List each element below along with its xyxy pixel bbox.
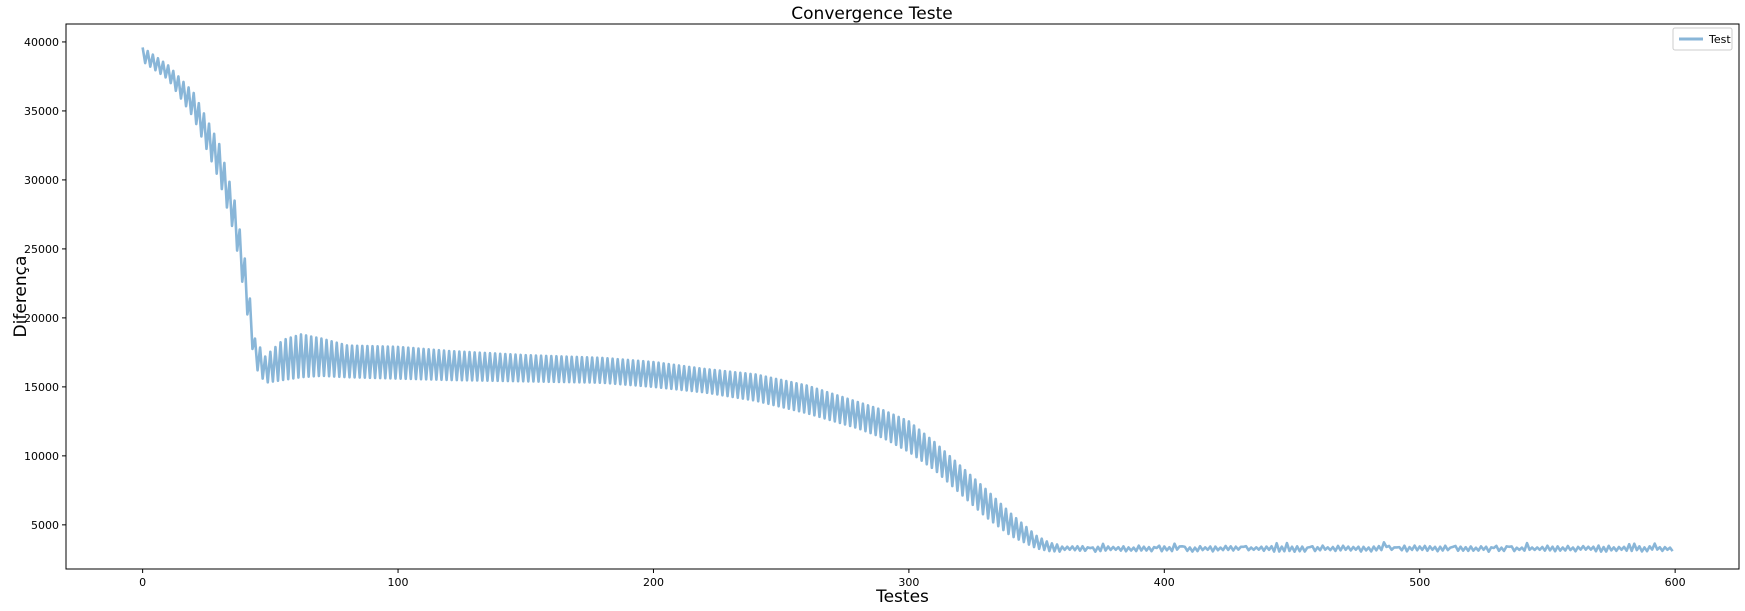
y-tick-label: 15000 bbox=[24, 381, 59, 394]
x-tick-label: 400 bbox=[1154, 576, 1175, 589]
x-tick-label: 0 bbox=[139, 576, 146, 589]
legend-entry: Test bbox=[1708, 33, 1731, 46]
chart-title: Convergence Teste bbox=[791, 4, 952, 24]
y-tick-label: 40000 bbox=[24, 36, 59, 49]
y-axis-label: Diferença bbox=[11, 256, 31, 338]
legend: Test bbox=[1672, 27, 1733, 51]
x-tick-label: 600 bbox=[1665, 576, 1686, 589]
x-tick-label: 500 bbox=[1409, 576, 1430, 589]
x-tick-label: 200 bbox=[643, 576, 664, 589]
y-tick-label: 5000 bbox=[31, 519, 59, 532]
x-axis-label: Testes bbox=[875, 587, 929, 607]
y-tick-label: 25000 bbox=[24, 243, 59, 256]
y-axis: 5000 10000 15000 20000 25000 30000 35000 40000 bbox=[24, 36, 66, 532]
y-tick-label: 30000 bbox=[24, 174, 59, 187]
x-tick-label: 100 bbox=[388, 576, 409, 589]
x-axis: 0 100 200 300 400 500 600 bbox=[139, 569, 1686, 589]
series-line-test bbox=[141, 47, 1674, 553]
x-tick-label: 300 bbox=[898, 576, 919, 589]
y-tick-label: 35000 bbox=[24, 105, 59, 118]
y-tick-label: 10000 bbox=[24, 450, 59, 463]
plot-frame bbox=[65, 23, 1740, 570]
y-tick-label: 20000 bbox=[24, 312, 59, 325]
